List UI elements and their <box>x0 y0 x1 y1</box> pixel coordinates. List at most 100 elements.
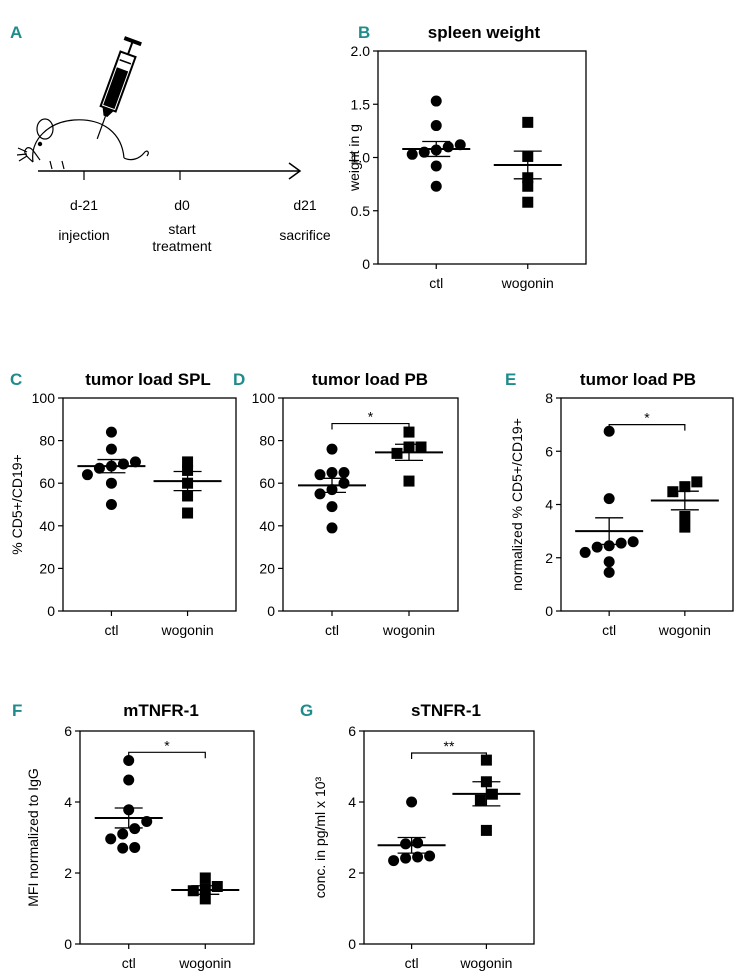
x-tick-label: ctl <box>405 955 419 971</box>
significance-label: * <box>368 409 374 425</box>
data-point <box>480 824 492 836</box>
data-point <box>105 499 117 510</box>
y-tick-label: 0 <box>47 603 55 619</box>
data-point <box>474 794 486 806</box>
significance-label: * <box>644 410 650 426</box>
plot-frame <box>79 730 255 945</box>
data-point <box>338 467 350 479</box>
data-point <box>400 838 412 850</box>
y-axis-label: MFI normalized to IgG <box>25 768 41 907</box>
data-point <box>415 441 427 453</box>
data-point <box>615 537 627 549</box>
data-point <box>430 180 442 192</box>
y-tick-label: 2 <box>64 865 72 881</box>
y-tick-label: 0 <box>348 936 356 952</box>
y-tick-label: 0 <box>545 603 553 619</box>
data-point <box>603 556 615 568</box>
panel-label-f: F <box>12 701 22 720</box>
panel-label-d: D <box>233 370 245 389</box>
data-point <box>603 493 615 505</box>
y-tick-label: 60 <box>39 475 55 491</box>
x-tick-label: ctl <box>104 622 118 638</box>
data-point <box>326 501 338 513</box>
data-point <box>522 116 534 128</box>
data-point <box>403 426 415 438</box>
y-axis-label: % CD5+/CD19+ <box>9 454 25 554</box>
data-point <box>679 521 691 533</box>
data-point <box>430 95 442 107</box>
x-tick-label: ctl <box>429 275 443 291</box>
significance-bracket <box>128 751 206 759</box>
data-point <box>442 141 454 153</box>
data-point <box>182 456 194 468</box>
y-tick-label: 80 <box>39 433 55 449</box>
data-point <box>591 541 603 553</box>
data-point <box>199 872 211 884</box>
chart-title: tumor load PB <box>312 370 428 389</box>
plot-frame <box>62 397 237 612</box>
panel-label-g: G <box>300 701 313 720</box>
y-tick-label: 60 <box>259 475 275 491</box>
data-point <box>211 880 223 892</box>
panel-label-b: B <box>358 23 370 42</box>
x-tick-label: wogonin <box>501 275 554 291</box>
chart-title: tumor load PB <box>580 370 696 389</box>
data-point <box>117 828 129 840</box>
y-axis-label: normalized % CD5+/CD19+ <box>509 418 525 591</box>
x-tick-label: ctl <box>122 955 136 971</box>
data-point <box>403 475 415 487</box>
data-point <box>603 566 615 578</box>
y-tick-label: 20 <box>259 560 275 576</box>
data-point <box>326 522 338 534</box>
data-point <box>412 837 424 849</box>
timeline-event-label: injection <box>58 227 109 243</box>
data-point <box>182 507 194 519</box>
y-tick-label: 1.0 <box>351 150 371 166</box>
data-point <box>81 469 93 481</box>
x-tick-label: wogonin <box>382 622 435 638</box>
y-tick-label: 4 <box>545 497 553 513</box>
panel-label-c: C <box>10 370 22 389</box>
y-axis-label: conc. in pg/ml x 10³ <box>312 776 328 898</box>
y-tick-label: 100 <box>252 390 276 406</box>
significance-bracket <box>411 752 487 760</box>
data-point <box>129 456 141 468</box>
y-tick-label: 6 <box>64 723 72 739</box>
data-point <box>129 823 141 835</box>
panel-label-a: A <box>10 23 22 42</box>
plot-frame <box>560 397 734 612</box>
data-point <box>314 469 326 481</box>
data-point <box>430 160 442 172</box>
data-point <box>388 855 400 867</box>
timeline-arrowhead <box>288 162 302 180</box>
data-point <box>603 425 615 437</box>
data-point <box>123 754 135 766</box>
x-tick-label: wogonin <box>160 622 213 638</box>
panel-a: A d-21 injection d0 <box>10 23 331 254</box>
chart-title: mTNFR-1 <box>123 701 199 720</box>
y-tick-label: 40 <box>259 518 275 534</box>
data-point <box>105 443 117 455</box>
y-axis-label: weight in g <box>346 124 362 192</box>
data-point <box>522 180 534 192</box>
y-tick-label: 20 <box>39 560 55 576</box>
data-point <box>679 481 691 493</box>
data-point <box>199 893 211 905</box>
x-tick-label: wogonin <box>459 955 512 971</box>
significance-label: ** <box>444 738 455 754</box>
y-tick-label: 0 <box>362 256 370 272</box>
data-point <box>522 196 534 208</box>
x-tick-label: wogonin <box>658 622 711 638</box>
y-tick-label: 80 <box>259 433 275 449</box>
x-tick-label: ctl <box>325 622 339 638</box>
panel-label-e: E <box>505 370 516 389</box>
data-point <box>129 841 141 853</box>
data-point <box>691 476 703 488</box>
plot-frame <box>363 730 535 945</box>
y-tick-label: 2 <box>348 865 356 881</box>
